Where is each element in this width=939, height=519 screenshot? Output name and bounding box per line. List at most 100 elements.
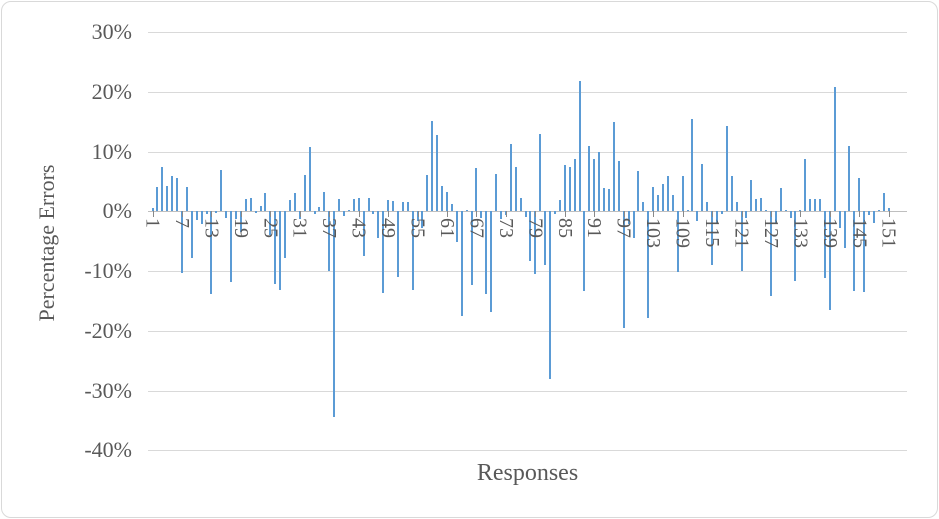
bar xyxy=(711,211,713,266)
x-tick-label: 97 xyxy=(612,218,635,239)
x-tick-mark xyxy=(623,211,625,218)
bar xyxy=(887,208,890,212)
gridline xyxy=(148,32,907,33)
bar xyxy=(617,161,620,212)
x-tick-label: 85 xyxy=(553,218,576,239)
bar xyxy=(848,146,851,212)
bar xyxy=(490,211,493,312)
x-tick-label: 139 xyxy=(818,218,841,249)
x-tick-label: 109 xyxy=(671,218,694,249)
bar xyxy=(823,211,826,278)
bar xyxy=(279,211,282,291)
bar xyxy=(593,158,596,212)
x-tick-label: 25 xyxy=(259,218,282,239)
bar xyxy=(750,179,753,212)
x-tick-mark xyxy=(653,211,655,218)
bar xyxy=(460,211,463,316)
bar xyxy=(318,207,321,212)
x-tick-label: 103 xyxy=(642,218,665,249)
bar xyxy=(426,174,429,212)
y-tick-label: 10% xyxy=(91,138,132,164)
bar xyxy=(632,211,635,239)
bar xyxy=(495,174,498,212)
gridline xyxy=(148,390,907,392)
bar xyxy=(642,201,645,212)
x-tick-label: 61 xyxy=(436,218,458,239)
bar xyxy=(774,211,777,225)
bar xyxy=(377,211,380,239)
x-tick-mark xyxy=(829,211,831,218)
x-tick-mark xyxy=(358,211,360,218)
x-tick-label: 19 xyxy=(229,218,252,239)
bar xyxy=(392,201,394,212)
bar xyxy=(760,197,763,212)
bar xyxy=(730,176,733,212)
bar xyxy=(215,211,218,214)
bar xyxy=(171,176,174,212)
bar xyxy=(185,186,188,212)
bar xyxy=(539,133,542,212)
bar xyxy=(799,209,802,212)
bar xyxy=(195,211,198,221)
bar xyxy=(745,211,748,219)
x-tick-mark xyxy=(211,211,213,218)
bar xyxy=(882,193,885,212)
bar xyxy=(696,211,699,222)
bar xyxy=(858,178,861,212)
bar xyxy=(740,211,743,272)
x-tick-mark xyxy=(240,211,242,218)
bar xyxy=(622,211,625,329)
bar xyxy=(637,170,640,212)
bar xyxy=(406,202,409,212)
bar xyxy=(838,211,841,228)
bar xyxy=(372,211,375,215)
bar xyxy=(583,211,586,292)
bar xyxy=(455,211,458,242)
x-tick-label: 127 xyxy=(759,218,782,249)
bar xyxy=(421,211,424,228)
bar xyxy=(833,87,836,212)
bar xyxy=(784,209,787,212)
bar xyxy=(691,119,694,212)
bar xyxy=(661,184,664,212)
bar xyxy=(347,209,350,212)
x-tick-label: 133 xyxy=(789,218,812,249)
bar xyxy=(755,199,758,212)
bar xyxy=(264,193,267,212)
x-tick-mark xyxy=(270,211,272,218)
bar xyxy=(352,199,355,212)
bar xyxy=(401,201,404,212)
bar xyxy=(480,211,483,218)
bar xyxy=(180,211,183,274)
x-tick-label: 91 xyxy=(583,218,606,239)
bar xyxy=(868,211,871,215)
bar xyxy=(239,211,242,232)
bar xyxy=(470,211,473,285)
bar xyxy=(563,164,566,212)
x-tick-label: 73 xyxy=(494,218,517,239)
bar xyxy=(338,199,340,212)
bar xyxy=(485,211,488,295)
bar xyxy=(588,146,591,212)
x-axis-title: Responses xyxy=(476,460,579,486)
bar xyxy=(446,191,448,212)
x-tick-label: 13 xyxy=(200,218,223,239)
bar xyxy=(765,209,767,212)
bar xyxy=(220,170,223,212)
bar xyxy=(735,201,738,212)
bar xyxy=(863,211,866,292)
bar xyxy=(612,121,615,212)
gridline xyxy=(148,91,907,93)
bar xyxy=(676,211,679,272)
bar xyxy=(259,205,262,212)
bar xyxy=(254,211,257,214)
bar xyxy=(647,211,650,319)
bar xyxy=(190,211,193,259)
bar xyxy=(225,211,228,219)
bar xyxy=(607,188,610,212)
bar xyxy=(769,211,772,297)
bar xyxy=(230,211,232,282)
bar xyxy=(706,201,709,212)
x-axis-line xyxy=(148,211,907,213)
bar xyxy=(873,211,875,224)
